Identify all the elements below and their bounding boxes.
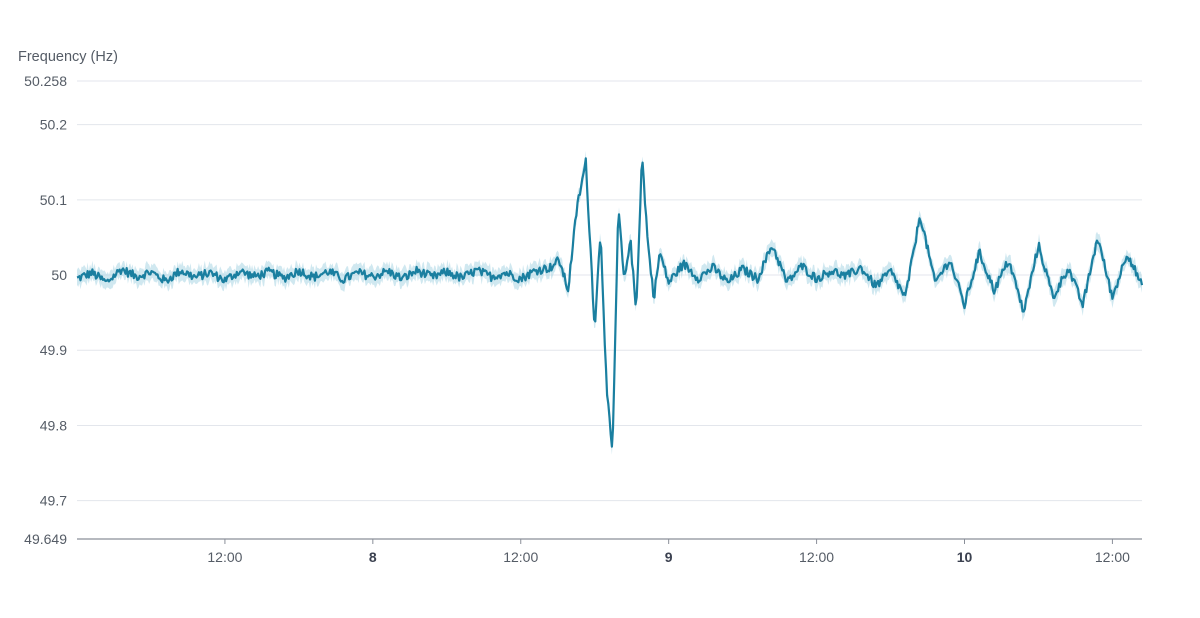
y-tick-label: 50 [51, 267, 67, 283]
x-axis: 12:00 8 12:00 9 12:00 10 12:00 [77, 538, 1142, 565]
y-tick-label: 50.258 [24, 73, 67, 89]
series-line [76, 157, 1144, 448]
y-tick-label: 49.649 [24, 531, 67, 547]
x-tick-label: 12:00 [503, 549, 538, 565]
x-tick-label: 12:00 [1095, 549, 1130, 565]
y-tick-label: 49.8 [40, 417, 67, 433]
grid-lines [77, 80, 1142, 502]
x-tick-label: 9 [665, 549, 673, 565]
y-tick-label: 49.9 [40, 342, 67, 358]
x-tick-label: 12:00 [207, 549, 242, 565]
x-tick-label: 12:00 [799, 549, 834, 565]
y-axis-title: Frequency (Hz) [18, 49, 118, 65]
plot-area [76, 150, 1144, 455]
x-tick-label: 10 [957, 549, 973, 565]
y-tick-label: 50.1 [40, 192, 67, 208]
y-tick-label: 49.7 [40, 493, 67, 509]
x-tick-label: 8 [369, 549, 377, 565]
y-tick-label: 50.2 [40, 117, 67, 133]
y-axis: 49.649 49.7 49.8 49.9 50 50.1 50.2 50.258 [24, 73, 67, 547]
